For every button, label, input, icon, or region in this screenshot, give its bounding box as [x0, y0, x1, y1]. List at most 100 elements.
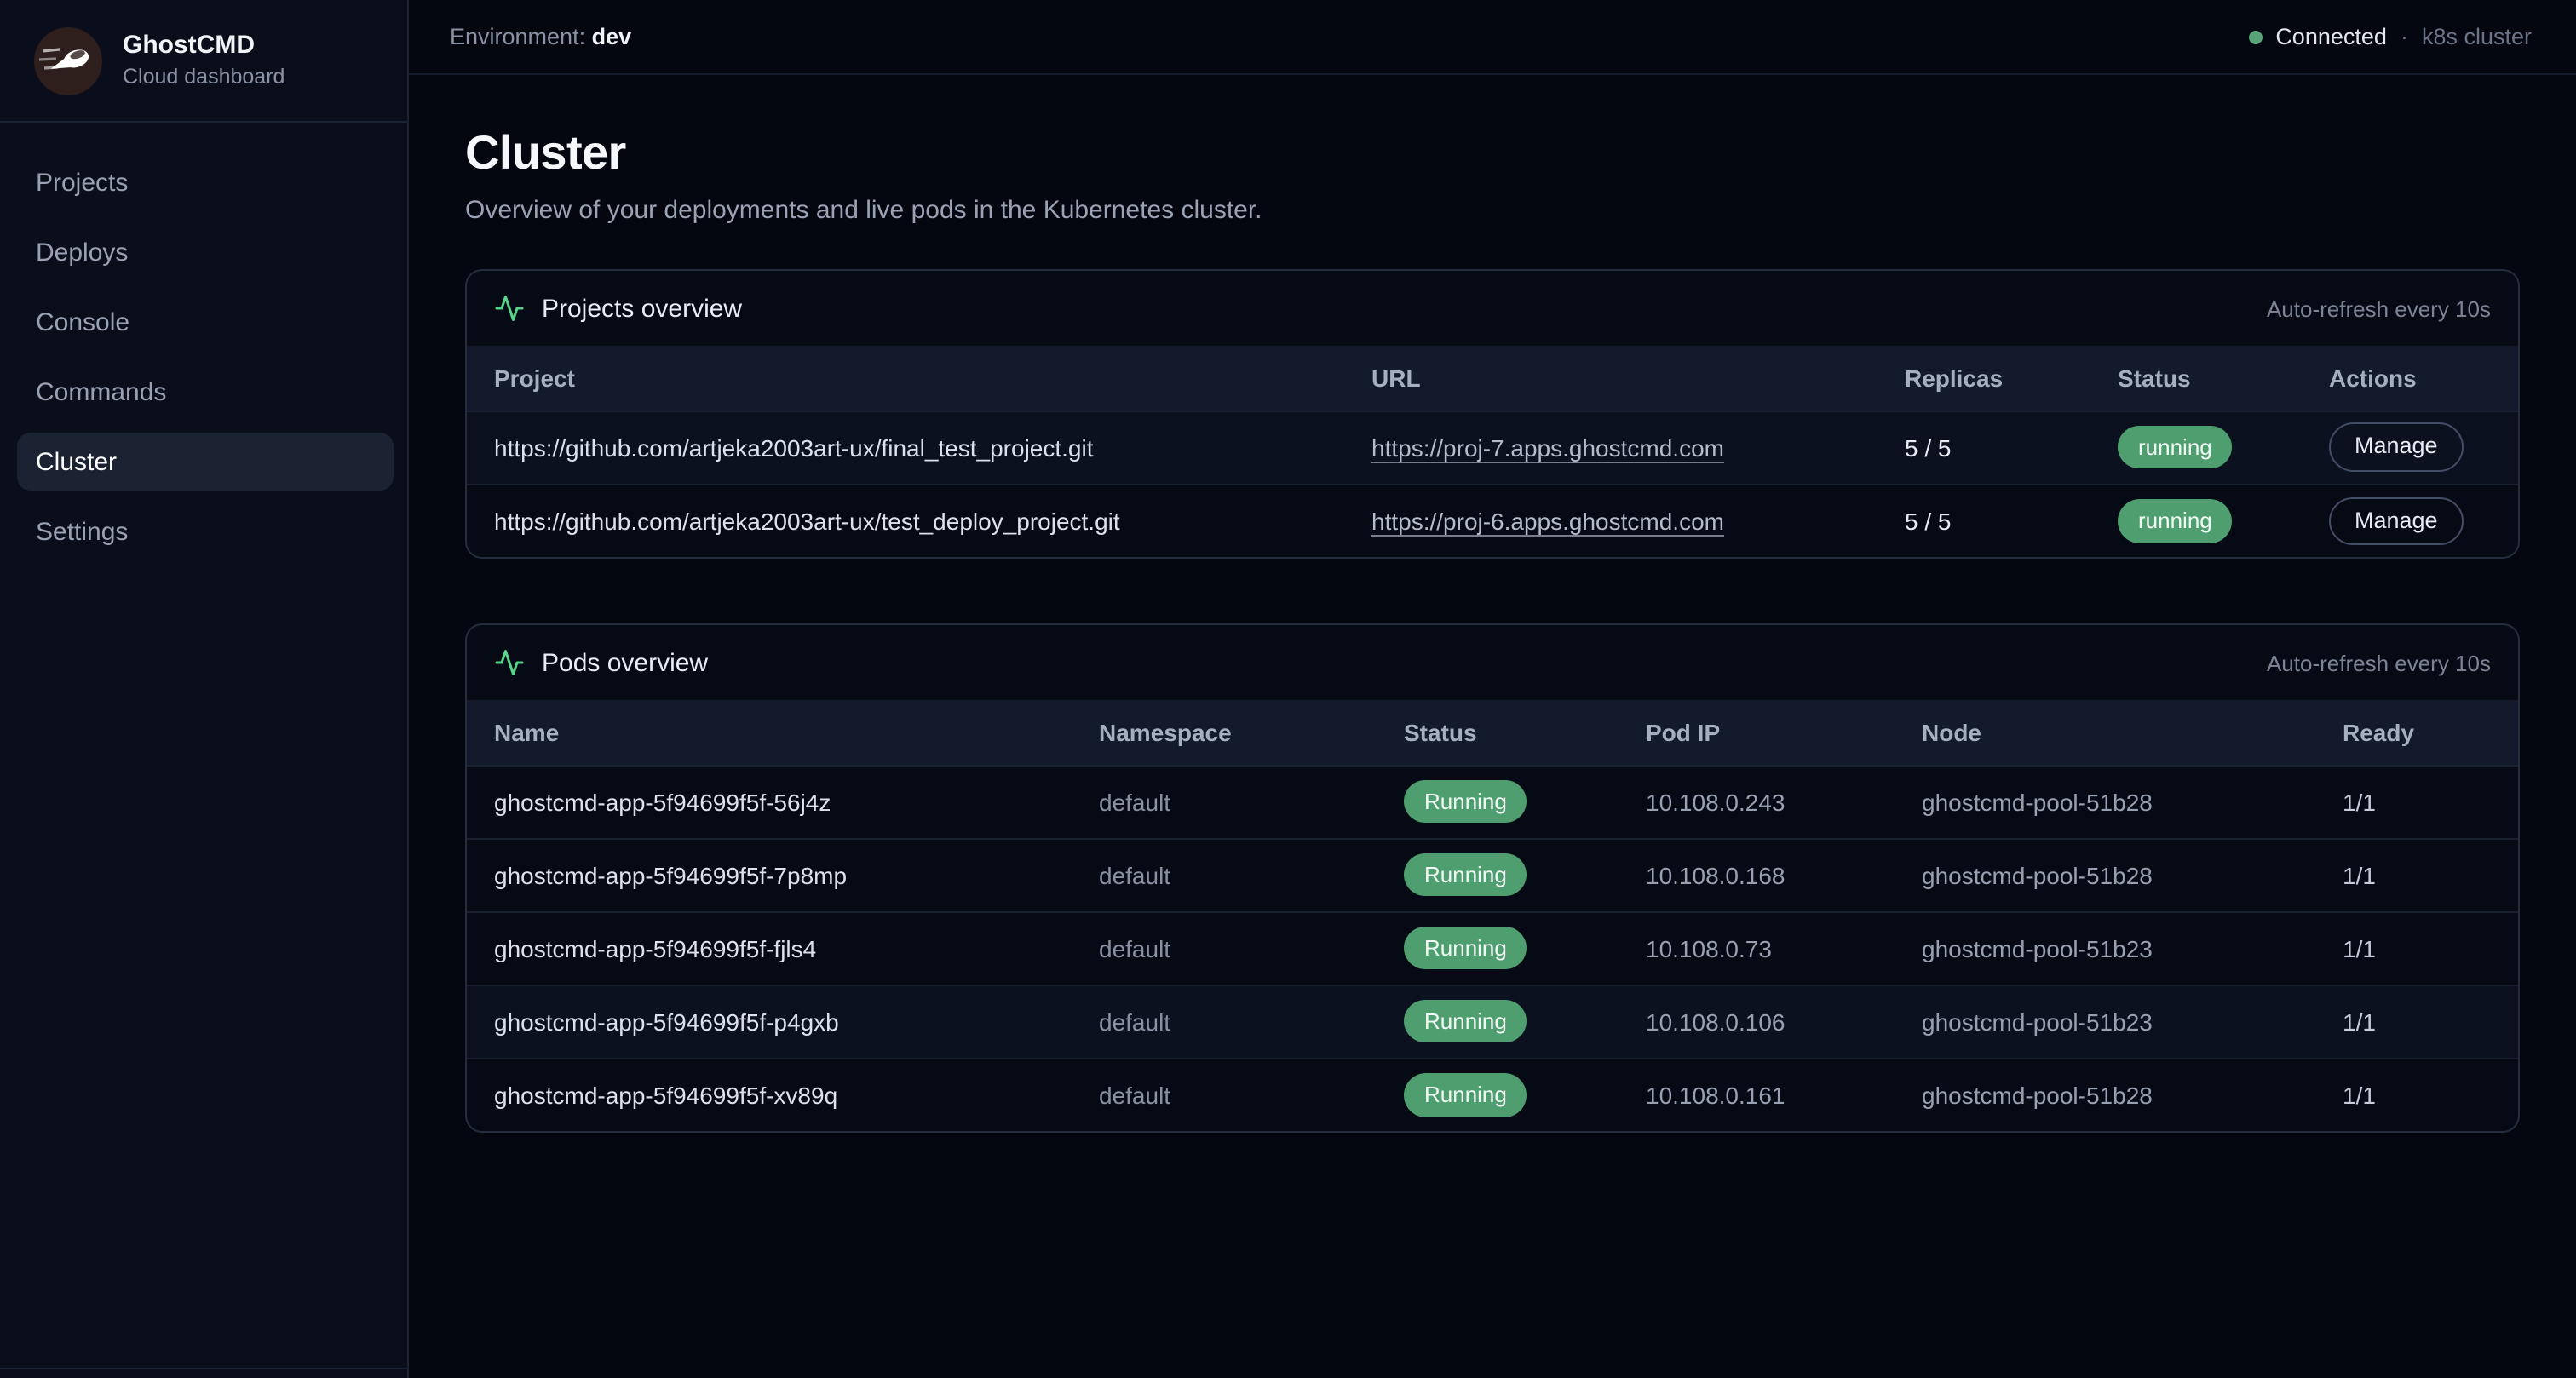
pod-ready: 1/1 — [2343, 788, 2376, 815]
connected-label: Connected — [2275, 24, 2387, 49]
sidebar-item-cluster[interactable]: Cluster — [17, 433, 394, 491]
activity-pulse-icon — [494, 293, 525, 324]
page-title: Cluster — [465, 126, 626, 179]
main-area: Environment: dev Connected · k8s cluster… — [409, 0, 2576, 1378]
pod-node: ghostcmd-pool-51b28 — [1922, 861, 2153, 888]
pod-namespace: default — [1099, 861, 1171, 888]
page-subtitle: Overview of your deployments and live po… — [465, 196, 1262, 225]
pod-ready: 1/1 — [2343, 861, 2376, 888]
col-header-ready: Ready — [2343, 718, 2415, 746]
environment-label: Environment: — [450, 24, 586, 49]
col-header-status: Status — [1404, 718, 1477, 746]
pod-ready: 1/1 — [2343, 934, 2376, 962]
page-content: Cluster Overview of your deployments and… — [409, 75, 2576, 1133]
pods-overview-card: Pods overview Auto-refresh every 10s Nam… — [465, 623, 2520, 1133]
sidebar-brand: GhostCMD Cloud dashboard — [0, 0, 407, 123]
pod-status-badge: Running — [1404, 926, 1527, 970]
project-repo-url: https://github.com/artjeka2003art-ux/fin… — [494, 433, 1094, 461]
pod-name: ghostcmd-app-5f94699f5f-56j4z — [494, 788, 831, 815]
sidebar-footer-divider — [0, 1368, 407, 1373]
projects-overview-card: Projects overview Auto-refresh every 10s… — [465, 269, 2520, 559]
projects-table: Project URL Replicas Status Actions http… — [467, 346, 2518, 557]
project-status-badge: running — [2118, 498, 2233, 543]
environment-indicator: Environment: dev — [450, 24, 631, 49]
brand-logo-comet-icon — [34, 26, 102, 95]
pod-ip: 10.108.0.161 — [1646, 1081, 1785, 1109]
pod-table-row[interactable]: ghostcmd-app-5f94699f5f-7p8mp default Ru… — [467, 838, 2518, 911]
project-replicas: 5 / 5 — [1905, 433, 1952, 461]
projects-table-header-row: Project URL Replicas Status Actions — [467, 346, 2518, 411]
col-header-replicas: Replicas — [1905, 364, 2004, 392]
connected-dot-icon — [2248, 30, 2263, 43]
pod-node: ghostcmd-pool-51b23 — [1922, 1008, 2153, 1035]
col-header-project: Project — [494, 364, 575, 392]
pod-name: ghostcmd-app-5f94699f5f-p4gxb — [494, 1008, 839, 1035]
brand-name: GhostCMD — [123, 31, 255, 60]
pods-table: Name Namespace Status Pod IP Node Ready … — [467, 700, 2518, 1131]
projects-card-header: Projects overview Auto-refresh every 10s — [467, 271, 2518, 346]
projects-table-body: https://github.com/artjeka2003art-ux/fin… — [467, 411, 2518, 557]
sidebar-item-settings[interactable]: Settings — [36, 517, 129, 546]
col-header-pod-ip: Pod IP — [1646, 718, 1721, 746]
pod-ip: 10.108.0.106 — [1646, 1008, 1785, 1035]
pod-namespace: default — [1099, 1081, 1171, 1109]
sidebar-nav: Projects Deploys Console Commands Cluste… — [0, 123, 407, 560]
topbar: Environment: dev Connected · k8s cluster — [409, 0, 2576, 75]
project-repo-url: https://github.com/artjeka2003art-ux/tes… — [494, 507, 1120, 535]
pod-ready: 1/1 — [2343, 1008, 2376, 1035]
topbar-separator: · — [2400, 24, 2408, 49]
sidebar-item-deploys[interactable]: Deploys — [36, 238, 129, 267]
connection-status: Connected · k8s cluster — [2248, 24, 2532, 49]
col-header-url: URL — [1371, 364, 1421, 392]
col-header-status: Status — [2118, 364, 2191, 392]
pod-table-row[interactable]: ghostcmd-app-5f94699f5f-p4gxb default Ru… — [467, 985, 2518, 1058]
pod-namespace: default — [1099, 934, 1171, 962]
project-table-row[interactable]: https://github.com/artjeka2003art-ux/tes… — [467, 484, 2518, 557]
sidebar-item-projects[interactable]: Projects — [36, 168, 129, 197]
pod-status-badge: Running — [1404, 1072, 1527, 1117]
manage-button[interactable]: Manage — [2329, 497, 2464, 545]
col-header-node: Node — [1922, 718, 1981, 746]
col-header-namespace: Namespace — [1099, 718, 1232, 746]
pod-status-badge: Running — [1404, 779, 1527, 824]
pod-name: ghostcmd-app-5f94699f5f-xv89q — [494, 1081, 838, 1109]
pods-table-body: ghostcmd-app-5f94699f5f-56j4z default Ru… — [467, 765, 2518, 1131]
activity-pulse-icon — [494, 647, 525, 678]
projects-auto-refresh-label: Auto-refresh every 10s — [2266, 296, 2491, 321]
project-status-badge: running — [2118, 425, 2233, 469]
pod-status-badge: Running — [1404, 853, 1527, 897]
pods-card-header: Pods overview Auto-refresh every 10s — [467, 625, 2518, 700]
pods-auto-refresh-label: Auto-refresh every 10s — [2266, 650, 2491, 675]
pods-table-header-row: Name Namespace Status Pod IP Node Ready — [467, 700, 2518, 765]
pod-namespace: default — [1099, 1008, 1171, 1035]
pod-table-row[interactable]: ghostcmd-app-5f94699f5f-56j4z default Ru… — [467, 765, 2518, 838]
sidebar: GhostCMD Cloud dashboard Projects Deploy… — [0, 0, 409, 1378]
environment-value: dev — [591, 24, 632, 49]
pod-table-row[interactable]: ghostcmd-app-5f94699f5f-xv89q default Ru… — [467, 1058, 2518, 1131]
pods-card-title: Pods overview — [542, 648, 709, 677]
project-app-link[interactable]: https://proj-7.apps.ghostcmd.com — [1371, 433, 1724, 461]
pod-ip: 10.108.0.73 — [1646, 934, 1772, 962]
cluster-name-label: k8s cluster — [2421, 24, 2532, 49]
pod-ip: 10.108.0.168 — [1646, 861, 1785, 888]
col-header-name: Name — [494, 718, 560, 746]
sidebar-item-console[interactable]: Console — [36, 307, 130, 336]
pod-name: ghostcmd-app-5f94699f5f-7p8mp — [494, 861, 848, 888]
pod-name: ghostcmd-app-5f94699f5f-fjls4 — [494, 934, 817, 962]
pod-node: ghostcmd-pool-51b23 — [1922, 934, 2153, 962]
manage-button[interactable]: Manage — [2329, 422, 2464, 472]
project-app-link[interactable]: https://proj-6.apps.ghostcmd.com — [1371, 507, 1724, 535]
pod-status-badge: Running — [1404, 999, 1527, 1043]
pod-table-row[interactable]: ghostcmd-app-5f94699f5f-fjls4 default Ru… — [467, 911, 2518, 985]
project-replicas: 5 / 5 — [1905, 507, 1952, 535]
pod-node: ghostcmd-pool-51b28 — [1922, 1081, 2153, 1109]
brand-subtitle: Cloud dashboard — [123, 64, 285, 89]
pod-ip: 10.108.0.243 — [1646, 788, 1785, 815]
pod-namespace: default — [1099, 788, 1171, 815]
pod-node: ghostcmd-pool-51b28 — [1922, 788, 2153, 815]
brand-text: GhostCMD Cloud dashboard — [123, 31, 285, 90]
col-header-actions: Actions — [2329, 364, 2417, 392]
project-table-row[interactable]: https://github.com/artjeka2003art-ux/fin… — [467, 411, 2518, 484]
sidebar-item-commands[interactable]: Commands — [36, 377, 167, 406]
